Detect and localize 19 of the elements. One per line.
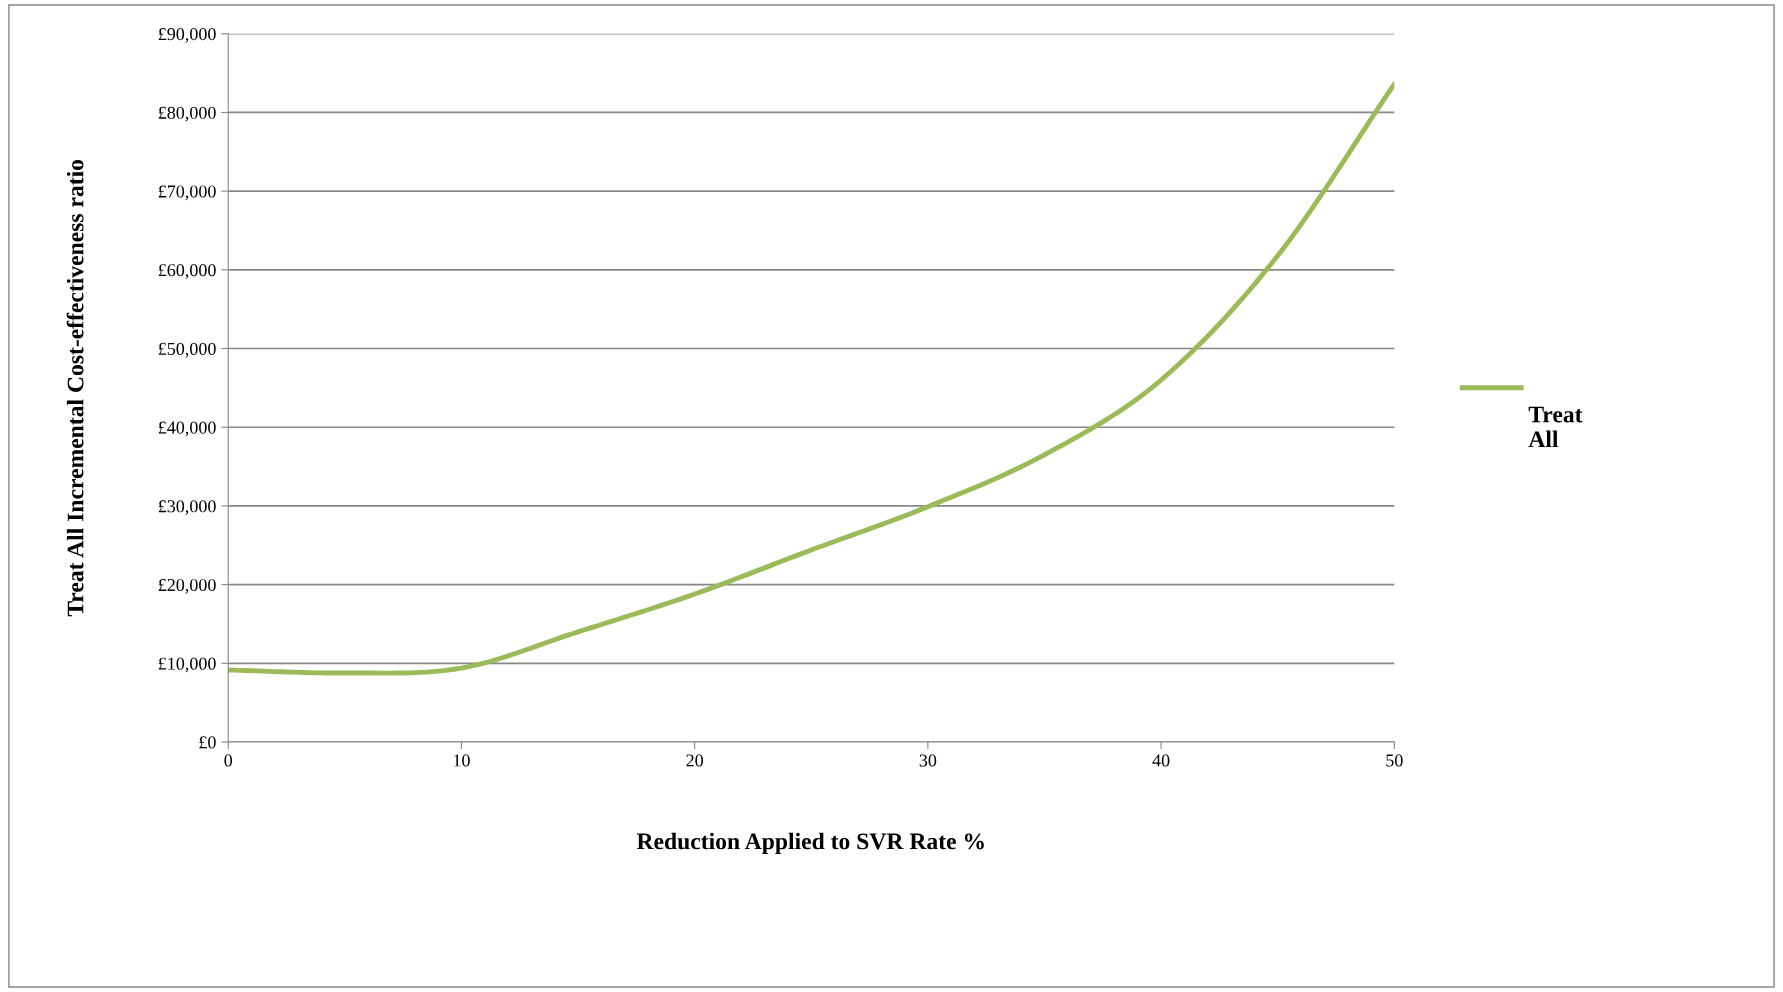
y-tick-label: £30,000	[158, 500, 216, 515]
y-tick-label: £50,000	[158, 342, 216, 358]
y-tick-label: £20,000	[158, 578, 216, 594]
y-tick-label: £80,000	[158, 106, 216, 122]
x-tick-label: 10	[454, 754, 470, 767]
text: Treat All	[1528, 406, 1583, 447]
y-tick-label: £40,000	[158, 421, 216, 437]
y-axis-title: Treat All Incremental Cost-effectiveness ratio	[66, 159, 84, 617]
x-axis-title: Reduction Applied to SVR Rate %	[636, 832, 984, 855]
x-tick-label: 20	[686, 754, 703, 767]
y-tick-label: £60,000	[158, 264, 216, 279]
x-tick-label: 30	[919, 754, 937, 767]
x-tick-label: 50	[1386, 754, 1403, 767]
x-tick-label: 0	[224, 754, 233, 767]
y-tick-label: £0	[199, 736, 216, 749]
y-tick-label: £70,000	[158, 185, 216, 201]
x-tick-label: 40	[1152, 754, 1170, 767]
y-tick-label: £10,000	[158, 657, 216, 673]
y-tick-label: £90,000	[158, 27, 216, 43]
